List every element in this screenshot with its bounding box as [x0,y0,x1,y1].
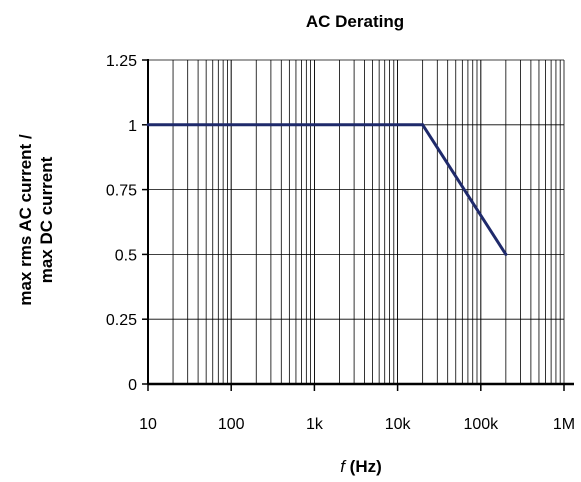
x-axis-label-unit: (Hz) [345,457,382,476]
x-tick-label: 1k [306,416,324,433]
y-tick-label: 0.75 [106,183,137,200]
y-tick-label: 1.25 [106,53,137,70]
x-tick-label: 10 [139,416,157,433]
y-axis-label-line1: max rms AC current / [16,134,35,306]
derating-data-point [504,252,508,256]
x-tick-label: 100k [463,416,499,433]
grid [148,59,565,384]
x-tick-label: 100 [218,416,245,433]
y-tick-label: 0 [128,377,137,394]
y-axis-label-line2: max DC current [37,156,56,283]
x-axis-label-symbol: f [340,457,347,476]
chart-title: AC Derating [306,12,404,31]
axes [142,59,574,391]
y-tick-label: 1 [128,118,137,135]
derating-data-point [146,123,150,127]
derating-data-point [421,123,425,127]
x-tick-label: 1M [553,416,575,433]
x-tick-label: 10k [385,416,412,433]
y-tick-label: 0.25 [106,312,137,329]
x-axis-label: f (Hz) [340,457,382,476]
y-axis-label: max rms AC current / max DC current [16,134,56,306]
y-tick-label: 0.5 [115,247,137,264]
series [146,123,508,256]
tick-labels: 0 0.25 0.5 0.75 1 1.25 10 100 1k 10k 100k 1M [106,53,575,433]
